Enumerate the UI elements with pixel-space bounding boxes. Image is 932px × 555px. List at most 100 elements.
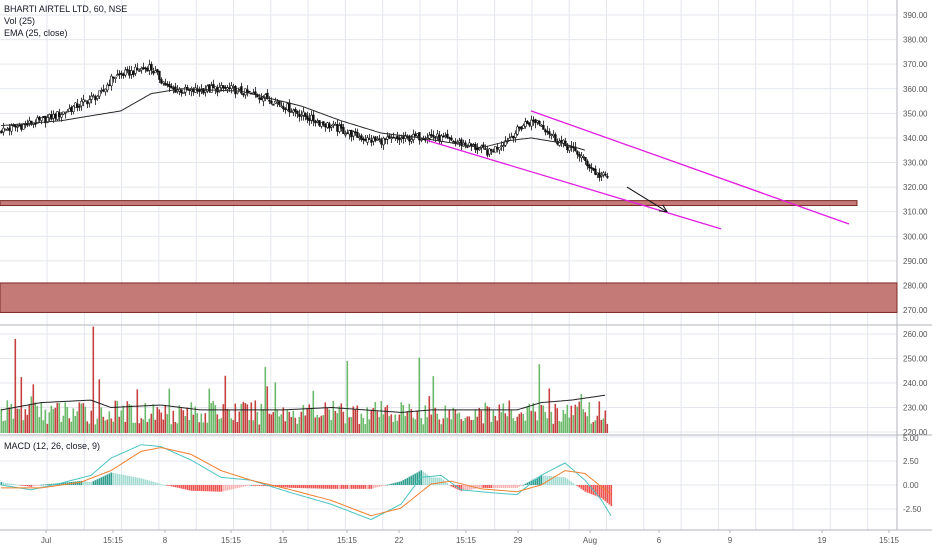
volume-bar-up xyxy=(38,417,41,433)
macd-hist-positive xyxy=(118,474,121,485)
macd-hist-negative xyxy=(496,485,499,489)
candle-up xyxy=(410,139,413,142)
macd-hist-negative xyxy=(348,485,351,489)
macd-hist-positive xyxy=(106,474,109,485)
candle-down xyxy=(38,116,41,120)
volume-bar-up xyxy=(220,418,223,433)
candle-down xyxy=(0,130,3,134)
price-tick-label: 270.00 xyxy=(903,306,928,315)
macd-legend[interactable]: MACD (12, 26, close, 9) xyxy=(4,441,101,451)
candle-down xyxy=(336,123,339,132)
volume-bar-up xyxy=(594,420,597,433)
volume-bar-up xyxy=(526,406,529,433)
volume-bar-down xyxy=(238,411,241,433)
volume-bar-down xyxy=(14,338,17,433)
candle-up xyxy=(530,119,533,127)
price-tick-label: 360.00 xyxy=(903,85,928,94)
candle-up xyxy=(582,156,585,158)
candle-down xyxy=(548,131,551,135)
volume-bar-down xyxy=(592,422,595,433)
candle-down xyxy=(192,89,195,93)
volume-bar-down xyxy=(306,407,309,433)
volume-bar-down xyxy=(28,405,31,433)
volume-bar-down xyxy=(348,417,351,433)
macd-hist-negative xyxy=(596,485,599,497)
candle-down xyxy=(606,176,609,178)
macd-hist-negative xyxy=(334,485,337,489)
volume-bar-down xyxy=(8,407,11,433)
macd-hist-positive xyxy=(402,480,405,485)
volume-bar-up xyxy=(366,407,369,433)
macd-hist-negative xyxy=(346,485,349,489)
candle-down xyxy=(576,151,579,155)
candle-up xyxy=(106,84,109,91)
macd-hist-positive xyxy=(550,476,553,485)
price-tick-label: 390.00 xyxy=(903,11,928,20)
volume-bar-down xyxy=(554,403,557,433)
macd-hist-positive xyxy=(566,478,569,485)
macd-hist-positive xyxy=(522,484,525,486)
macd-hist-negative xyxy=(462,485,465,491)
macd-hist-negative xyxy=(304,485,307,489)
candle-up xyxy=(536,120,539,123)
volume-bar-up xyxy=(380,400,383,433)
volume-bar-up xyxy=(464,418,467,433)
candle-up xyxy=(524,121,527,127)
volume-bar-up xyxy=(590,423,593,433)
candle-down xyxy=(248,91,251,93)
candle-down xyxy=(268,99,271,102)
macd-hist-negative xyxy=(240,485,243,488)
volume-legend[interactable]: Vol (25) xyxy=(4,16,36,26)
macd-hist-negative xyxy=(502,485,505,488)
macd-hist-negative xyxy=(588,485,591,494)
macd-hist-negative xyxy=(284,485,287,488)
volume-bar-up xyxy=(332,401,335,433)
volume-bar-up xyxy=(168,388,171,433)
macd-hist-negative xyxy=(352,485,355,489)
volume-bar-up xyxy=(256,411,259,433)
volume-bar-up xyxy=(298,416,301,433)
volume-bar-down xyxy=(372,408,375,433)
macd-hist-positive xyxy=(560,477,563,485)
candles xyxy=(0,59,609,182)
volume-bar-down xyxy=(90,410,93,433)
volume-bar-up xyxy=(446,417,449,433)
macd-hist-negative xyxy=(372,485,375,489)
candle-up xyxy=(176,89,179,92)
volume-bar-down xyxy=(556,408,559,433)
macd-hist-negative xyxy=(230,485,233,490)
macd-hist-negative xyxy=(578,485,581,488)
candle-up xyxy=(72,106,75,112)
macd-hist-positive xyxy=(2,482,5,485)
candle-down xyxy=(296,110,299,114)
candle-up xyxy=(84,100,87,102)
macd-hist-negative xyxy=(586,485,589,493)
macd-hist-positive xyxy=(62,482,65,485)
candle-down xyxy=(328,123,331,129)
volume-bar-up xyxy=(206,422,209,433)
volume-bar-down xyxy=(182,410,185,433)
ema-legend[interactable]: EMA (25, close) xyxy=(4,28,68,38)
candle-down xyxy=(258,97,261,100)
macd-hist-positive xyxy=(412,474,415,485)
volume-bar-up xyxy=(512,418,515,433)
macd-hist-positive xyxy=(394,482,397,485)
volume-bar-up xyxy=(142,419,145,433)
macd-hist-negative xyxy=(516,485,519,488)
volume-bar-up xyxy=(296,423,299,433)
candle-down xyxy=(452,141,455,143)
volume-bar-down xyxy=(516,416,519,433)
volume-bar-down xyxy=(480,410,483,433)
candle-up xyxy=(154,70,157,74)
candle-up xyxy=(502,145,505,148)
volume-bar-down xyxy=(284,421,287,433)
candle-up xyxy=(238,87,241,90)
volume-bar-down xyxy=(468,416,471,433)
symbol-title[interactable]: BHARTI AIRTEL LTD, 60, NSE xyxy=(4,4,128,14)
macd-histogram xyxy=(0,470,613,507)
volume-bar-up xyxy=(4,420,7,433)
macd-hist-negative xyxy=(326,485,329,489)
candle-up xyxy=(88,99,91,104)
